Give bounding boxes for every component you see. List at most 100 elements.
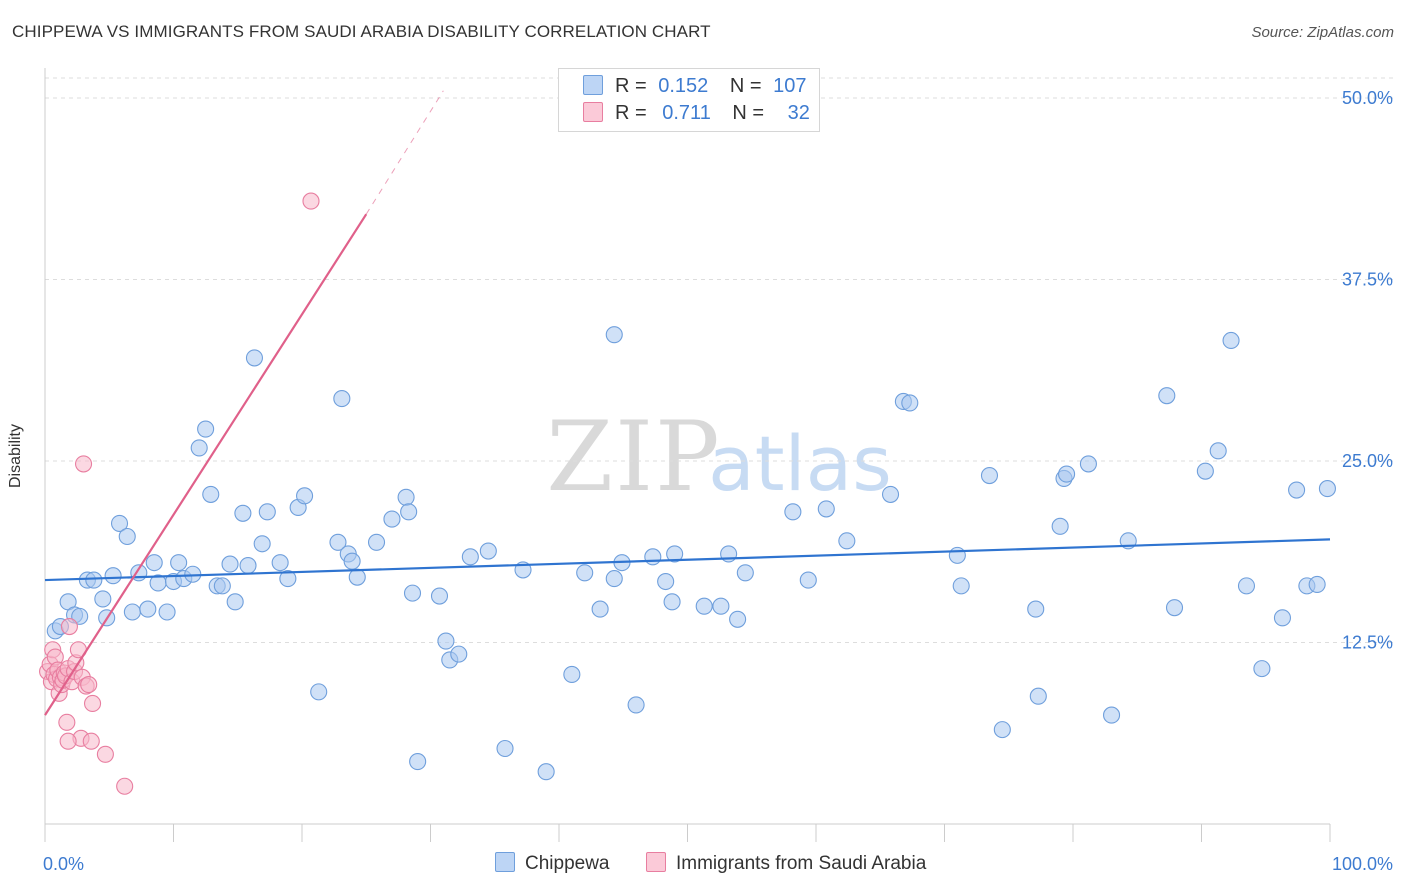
saudi-point (59, 732, 77, 750)
chippewa-point (104, 567, 122, 585)
chippewa-point (202, 485, 220, 503)
chippewa-point (993, 721, 1011, 739)
chippewa-point (695, 597, 713, 615)
chippewa-point (881, 485, 900, 503)
chippewa-point (310, 683, 328, 701)
saudi-point (58, 713, 76, 731)
source-label: Source: ZipAtlas.com (1251, 24, 1394, 41)
saudi-point (60, 617, 78, 636)
chippewa-point (253, 535, 271, 553)
chippewa-point (118, 527, 136, 546)
chippewa-point (1058, 465, 1076, 483)
saudi-n-label: N = (732, 102, 765, 124)
bottom-saudi-swatch (646, 852, 666, 872)
chippewa-point (784, 503, 802, 521)
bottom-chippewa-swatch (495, 852, 515, 872)
chippewa-point (437, 632, 455, 650)
chippewa-point (430, 587, 449, 605)
chippewa-r-value: 0.152 (658, 75, 709, 97)
chippewa-point (1318, 480, 1336, 498)
chippewa-point (245, 349, 264, 367)
chippewa-point (403, 584, 422, 602)
chippewa-point (901, 394, 919, 412)
chippewa-point (1103, 706, 1121, 724)
chippewa-point (110, 514, 129, 532)
saudi-point (82, 732, 100, 750)
x-tick-label-min: 0.0% (43, 854, 84, 874)
bottom-legend-chippewa: Chippewa (495, 852, 610, 875)
chippewa-point (1029, 687, 1047, 705)
chippewa-point (348, 568, 366, 586)
saudi-point (116, 777, 134, 795)
chippewa-point (479, 542, 497, 560)
chippewa-point (85, 571, 103, 589)
chippewa-point (239, 556, 257, 575)
chippewa-point (980, 466, 999, 485)
chippewa-point (1158, 387, 1176, 405)
chippewa-point (537, 763, 555, 781)
chippewa-point (644, 548, 662, 566)
saudi-r-value: 0.711 (662, 102, 711, 124)
chippewa-point (666, 545, 684, 563)
y-tick-label: 12.5% (1342, 633, 1393, 653)
chippewa-point (712, 597, 730, 615)
chippewa-n-value: 107 (773, 75, 807, 97)
saudi-trend-line (44, 213, 368, 716)
bottom-chippewa-label: Chippewa (525, 853, 610, 874)
chippewa-point (258, 503, 276, 521)
saudi-r-label: R = (615, 102, 647, 124)
chippewa-point (496, 739, 514, 758)
chippewa-point (94, 590, 112, 608)
chippewa-point (1237, 577, 1256, 595)
chippewa-point (400, 503, 418, 521)
chippewa-point (234, 504, 252, 522)
bottom-legend-saudi: Immigrants from Saudi Arabia (646, 852, 926, 875)
chippewa-point (170, 554, 188, 572)
chippewa-point (838, 532, 856, 550)
saudi-point (80, 676, 98, 694)
chippewa-point (1027, 600, 1045, 618)
chippewa-point (817, 500, 835, 518)
chippewa-point (1288, 481, 1306, 499)
chippewa-point (1308, 575, 1326, 593)
chippewa-point (729, 610, 747, 628)
legend-row-chippewa: R = 0.152 N = 107 (583, 75, 807, 99)
chippewa-trend-line (44, 538, 1331, 582)
chippewa-point (190, 439, 208, 457)
saudi-point (83, 694, 102, 713)
chippewa-point (296, 487, 314, 505)
chippewa-point (271, 554, 289, 572)
chippewa-point (367, 533, 386, 551)
chippewa-point (343, 552, 361, 570)
chippewa-point (461, 548, 479, 566)
chippewa-point (1079, 455, 1097, 473)
watermark-atlas: atlas (708, 419, 892, 508)
chippewa-point (576, 564, 594, 582)
chippewa-point (1273, 609, 1292, 627)
chippewa-point (948, 546, 966, 564)
saudi-point (302, 192, 320, 210)
chippewa-point (1209, 442, 1227, 460)
chippewa-point (197, 420, 215, 438)
chippewa-point (1196, 462, 1214, 480)
chippewa-point (563, 665, 581, 683)
chippewa-point (409, 753, 427, 771)
y-tick-label: 50.0% (1342, 88, 1393, 108)
chippewa-point (397, 488, 415, 506)
y-tick-label: 37.5% (1342, 270, 1393, 290)
chippewa-point (123, 603, 141, 621)
chippewa-n-label: N = (729, 75, 762, 97)
chippewa-r-label: R = (615, 75, 647, 97)
chippewa-point (279, 570, 297, 588)
saudi-point (96, 745, 114, 763)
chippewa-point (158, 603, 176, 621)
chippewa-point (71, 607, 89, 625)
chippewa-point (1051, 517, 1069, 535)
saudi-n-value: 32 (787, 102, 810, 124)
saudi-trend-extension (365, 90, 444, 215)
x-tick-label-max: 100.0% (1332, 854, 1393, 874)
chippewa-point (591, 600, 609, 618)
chippewa-point (1222, 331, 1240, 350)
correlation-legend: R = 0.152 N = 107 R = 0.711 N = 32 (558, 68, 820, 132)
